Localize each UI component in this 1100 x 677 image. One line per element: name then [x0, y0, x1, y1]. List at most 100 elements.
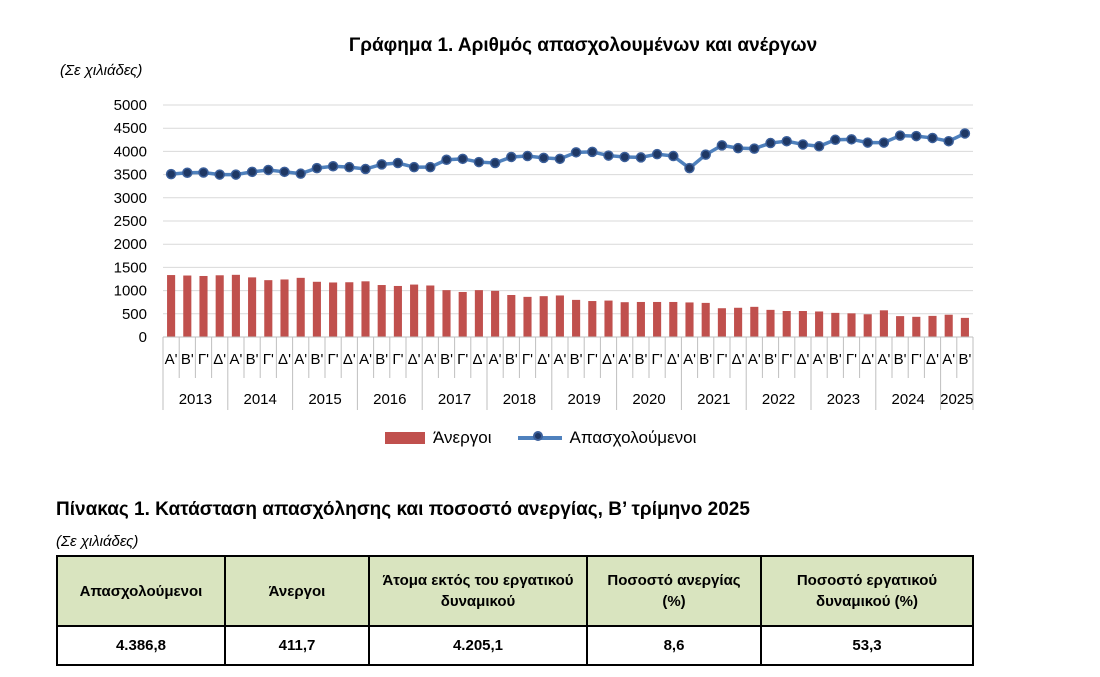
bar-unemployed [167, 275, 176, 337]
bar-unemployed [636, 301, 645, 337]
line-employed [170, 131, 966, 177]
point-employed [198, 167, 209, 178]
point-employed [635, 152, 647, 163]
year-label: 2021 [697, 391, 730, 408]
point-employed [927, 132, 938, 144]
quarter-label: Β' [440, 351, 453, 368]
quarter-label: Γ' [781, 351, 792, 368]
value-employed: 4.386,8 [56, 625, 226, 666]
quarter-label: Δ' [861, 351, 874, 368]
quarter-label: Α' [165, 351, 178, 368]
quarter-label: Β' [829, 351, 842, 368]
quarter-label: Β' [699, 351, 712, 368]
table-header-row: Απασχολούμενοι Άνεργοι Άτομα εκτός του ε… [56, 555, 974, 627]
point-employed [344, 161, 355, 173]
quarter-label: Δ' [343, 351, 356, 368]
header-employed: Απασχολούμενοι [56, 555, 226, 627]
bar-unemployed [507, 295, 516, 337]
bar-unemployed [717, 308, 726, 337]
header-unemployment-rate: Ποσοστό ανεργίας (%) [586, 555, 762, 627]
quarter-label: Β' [181, 351, 194, 368]
quarter-label: Γ' [198, 351, 209, 368]
table-title: Πίνακας 1. Κατάσταση απασχόλησης και ποσ… [56, 499, 750, 520]
point-employed [911, 130, 922, 142]
point-employed [603, 150, 614, 161]
quarter-label: Γ' [716, 351, 727, 368]
bar-unemployed [896, 316, 905, 337]
quarter-label: Γ' [328, 351, 339, 368]
point-employed [684, 162, 695, 174]
point-employed [538, 152, 549, 164]
quarter-label: Γ' [911, 351, 922, 368]
point-employed [959, 128, 971, 139]
bar-unemployed [215, 275, 224, 337]
bar-unemployed [782, 311, 791, 337]
bar-unemployed [329, 282, 338, 337]
bar-unemployed [183, 275, 192, 337]
bar-unemployed [879, 310, 888, 337]
year-label: 2020 [632, 391, 665, 408]
bar-unemployed [231, 274, 240, 337]
bar-unemployed [734, 307, 743, 337]
header-outside-labour-force: Άτομα εκτός του εργατικού δυναμικού [368, 555, 588, 627]
year-label: 2014 [244, 391, 277, 408]
point-employed [797, 139, 809, 150]
bar-unemployed [555, 295, 564, 337]
quarter-label: Α' [748, 351, 761, 368]
quarter-label: Γ' [392, 351, 403, 368]
quarter-label: Α' [683, 351, 696, 368]
table-row: 4.386,8 411,7 4.205,1 8,6 53,3 [56, 625, 974, 666]
quarter-label: Γ' [263, 351, 274, 368]
chart-area: 0 500 1000 1500 2000 2500 3000 3500 4000 4500 5000… [114, 97, 974, 410]
bar-unemployed [847, 313, 856, 337]
point-employed [522, 150, 533, 162]
quarter-label: Α' [489, 351, 502, 368]
point-employed [441, 154, 452, 166]
point-employed [360, 163, 371, 175]
point-employed [943, 135, 954, 147]
bar-unemployed [345, 282, 354, 337]
bar-unemployed [960, 317, 969, 337]
bar-unemployed [296, 277, 305, 337]
y-tick-label: 4000 [114, 143, 147, 160]
point-employed [457, 153, 468, 165]
year-label: 2025 [940, 391, 973, 408]
y-tick-label: 500 [122, 306, 147, 323]
bar-unemployed [442, 290, 451, 337]
bar-unemployed [685, 302, 694, 337]
year-label: 2022 [762, 391, 795, 408]
quarter-label: Α' [424, 351, 437, 368]
quarter-label: Α' [294, 351, 307, 368]
y-tick-label: 1500 [114, 259, 147, 276]
quarter-label: Δ' [537, 351, 550, 368]
bar-unemployed [491, 290, 500, 337]
bar-unemployed [701, 302, 710, 337]
year-label: 2024 [892, 391, 925, 408]
bar-unemployed [798, 311, 807, 337]
quarter-label: Δ' [408, 351, 421, 368]
bar-unemployed [750, 306, 759, 337]
value-participation-rate: 53,3 [760, 625, 974, 666]
point-employed [279, 166, 290, 178]
y-tick-label: 1000 [114, 283, 147, 300]
quarter-label: Β' [894, 351, 907, 368]
bar-unemployed [944, 314, 953, 337]
bar-unemployed [669, 301, 678, 337]
point-employed [651, 148, 663, 160]
point-employed [587, 146, 598, 158]
quarter-label: Β' [570, 351, 583, 368]
quarter-label: Α' [813, 351, 826, 368]
y-tick-label: 3000 [114, 190, 147, 207]
bar-unemployed [426, 285, 435, 337]
employment-table: Απασχολούμενοι Άνεργοι Άτομα εκτός του ε… [56, 555, 974, 666]
header-participation-rate: Ποσοστό εργατικού δυναμικού (%) [760, 555, 974, 627]
quarter-label: Β' [505, 351, 518, 368]
point-employed [327, 160, 339, 172]
chart-title: Γράφημα 1. Αριθμός απασχολουμένων και αν… [348, 35, 818, 56]
point-employed [570, 147, 582, 158]
quarter-label: Δ' [213, 351, 226, 368]
point-employed [489, 157, 501, 169]
point-employed [619, 151, 630, 163]
point-employed [230, 169, 242, 180]
bar-unemployed [766, 309, 775, 337]
